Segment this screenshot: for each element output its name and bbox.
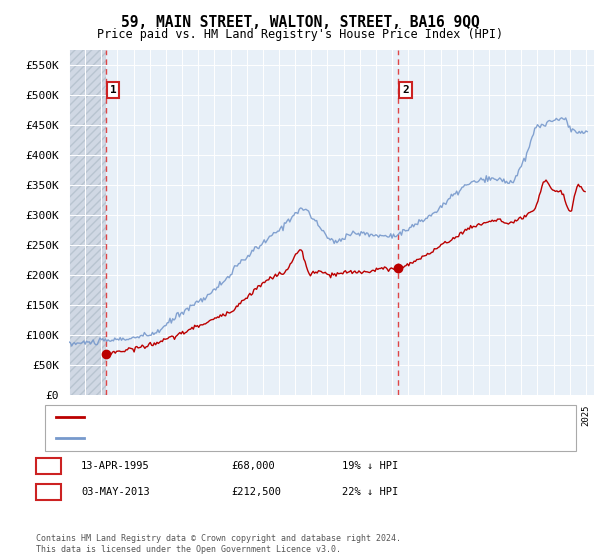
Text: HPI: Average price, detached house, Somerset: HPI: Average price, detached house, Some…: [91, 433, 355, 444]
Bar: [69, 50, 106, 395]
Text: 19% ↓ HPI: 19% ↓ HPI: [342, 461, 398, 472]
Text: 2: 2: [45, 486, 52, 498]
Text: £212,500: £212,500: [231, 487, 281, 497]
Text: 13-APR-1995: 13-APR-1995: [81, 461, 150, 472]
Text: This data is licensed under the Open Government Licence v3.0.: This data is licensed under the Open Gov…: [36, 545, 341, 554]
Text: 03-MAY-2013: 03-MAY-2013: [81, 487, 150, 497]
Text: 22% ↓ HPI: 22% ↓ HPI: [342, 487, 398, 497]
Text: Price paid vs. HM Land Registry's House Price Index (HPI): Price paid vs. HM Land Registry's House …: [97, 28, 503, 41]
Text: Contains HM Land Registry data © Crown copyright and database right 2024.: Contains HM Land Registry data © Crown c…: [36, 534, 401, 543]
Text: 59, MAIN STREET, WALTON, STREET, BA16 9QQ (detached house): 59, MAIN STREET, WALTON, STREET, BA16 9Q…: [91, 412, 439, 422]
Text: 2: 2: [402, 85, 409, 95]
Text: 59, MAIN STREET, WALTON, STREET, BA16 9QQ: 59, MAIN STREET, WALTON, STREET, BA16 9Q…: [121, 15, 479, 30]
Text: 1: 1: [45, 460, 52, 473]
Text: £68,000: £68,000: [231, 461, 275, 472]
Text: 1: 1: [110, 85, 116, 95]
